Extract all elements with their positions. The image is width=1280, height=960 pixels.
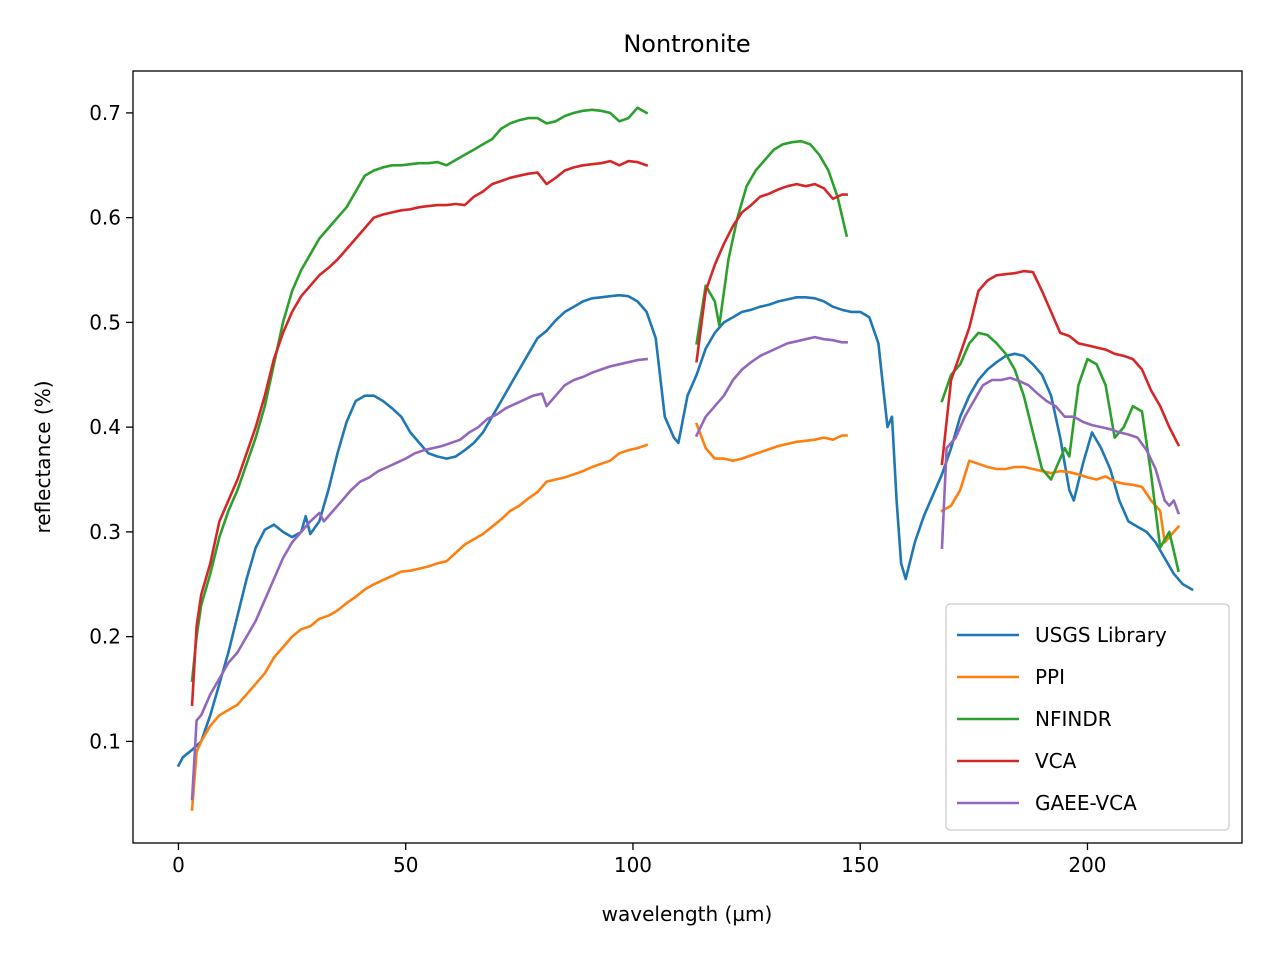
x-tick-label: 150 [841,853,879,877]
plot-frame [132,70,1243,844]
series-line-nfindr-segment-3 [940,331,1180,573]
legend-label-vca: VCA [1035,749,1077,773]
x-tick-label: 50 [393,853,418,877]
y-tick-label: 0.5 [89,310,121,334]
legend-label-usgs-library: USGS Library [1035,623,1167,647]
series-line-ppi-segment-2 [694,422,848,462]
axes: 0 50 100 150 200 0.1 0.2 0.3 0.4 0.5 0.6 0.7 [89,101,1106,877]
series-line-ppi-segment-1 [190,443,649,811]
legend: USGS Library PPI NFINDR VCA GAEE-VCA [945,603,1230,831]
y-tick-label: 0.7 [89,101,121,125]
y-tick-label: 0.3 [89,520,121,544]
series-line-vca-segment-1 [190,159,649,707]
y-tick-label: 0.2 [89,625,121,649]
legend-label-ppi: PPI [1035,665,1065,689]
series-line-nfindr-segment-2 [695,139,849,345]
x-tick-label: 0 [172,853,185,877]
legend-label-nfindr: NFINDR [1035,707,1112,731]
y-tick-label: 0.6 [89,206,121,230]
legend-box [945,603,1230,831]
series-line-ppi-segment-3 [940,459,1181,544]
plot-lines [176,106,1194,811]
legend-label-gaee-vca: GAEE-VCA [1035,791,1137,815]
chart-title: Nontronite [623,30,750,58]
x-tick-label: 200 [1068,853,1106,877]
series-line-nfindr-segment-1 [190,106,649,683]
series-line-vca-segment-2 [695,182,848,363]
y-axis-title: reflectance (%) [31,380,55,533]
series-line-gaee-vca-segment-1 [190,357,649,801]
series-line-vca-segment-3 [940,269,1181,466]
x-tick-label: 100 [614,853,652,877]
series-line-usgs-library-segment-1 [176,293,1194,768]
y-tick-label: 0.4 [89,415,121,439]
x-axis-title: wavelength (µm) [602,902,773,926]
series-line-gaee-vca-segment-2 [694,335,848,438]
series-line-gaee-vca-segment-3 [940,376,1181,549]
y-tick-label: 0.1 [89,729,121,753]
